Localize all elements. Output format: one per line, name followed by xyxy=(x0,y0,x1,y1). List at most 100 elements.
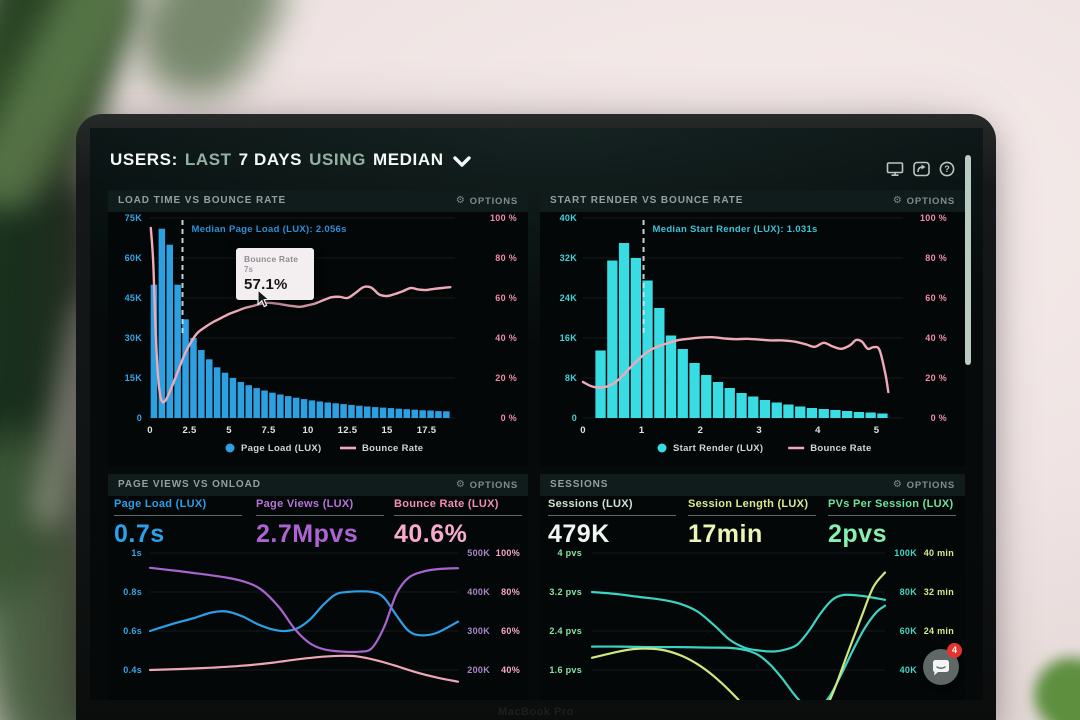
start_render-bar[interactable] xyxy=(783,404,794,419)
start_render-bar[interactable] xyxy=(877,413,888,419)
start_render-bar[interactable] xyxy=(736,393,747,418)
load_time-bar[interactable] xyxy=(324,402,332,419)
start_render-bar[interactable] xyxy=(771,402,782,419)
legend-dot[interactable] xyxy=(225,443,235,453)
load_time-bar[interactable] xyxy=(443,411,450,418)
load_time-bar[interactable] xyxy=(150,284,158,418)
start_render-bar[interactable] xyxy=(665,335,677,419)
title-segment: USING xyxy=(309,150,366,169)
load_time-bar[interactable] xyxy=(316,401,324,419)
start_render-bar[interactable] xyxy=(818,409,829,418)
load_time-bar[interactable] xyxy=(387,408,395,418)
start_render-bar[interactable] xyxy=(724,388,735,418)
load_time-bar[interactable] xyxy=(348,404,355,418)
start_render-bounce-rate-line[interactable] xyxy=(581,335,890,394)
load_time-bar[interactable] xyxy=(198,350,205,418)
start_render-bar[interactable] xyxy=(677,349,688,418)
axis-label: 300K xyxy=(467,626,490,636)
pageviews_onload-series-line[interactable] xyxy=(148,590,460,637)
load_time-bounce-rate-line[interactable] xyxy=(149,226,452,404)
monitor-icon[interactable] xyxy=(886,161,904,177)
share-icon[interactable] xyxy=(913,161,930,177)
pageviews_onload-series-line[interactable] xyxy=(148,654,460,683)
load_time-bar[interactable] xyxy=(308,400,316,418)
pageviews_onload-series-line[interactable] xyxy=(148,566,460,654)
load_time-bar[interactable] xyxy=(253,388,260,418)
load_time-bar[interactable] xyxy=(221,372,229,418)
start_render-bar[interactable] xyxy=(748,396,759,419)
sessions-series-line[interactable] xyxy=(590,571,887,701)
axis-label: 100K xyxy=(894,548,917,558)
load_time-bar[interactable] xyxy=(182,319,189,418)
load_time-bar[interactable] xyxy=(261,390,268,419)
load_time-bar[interactable] xyxy=(158,228,166,418)
load_time-bar[interactable] xyxy=(332,403,339,418)
load_time-bar[interactable] xyxy=(245,385,253,418)
start_render-bar[interactable] xyxy=(795,406,806,419)
load_time-bar[interactable] xyxy=(174,284,181,418)
options-button[interactable]: ⚙ OPTIONS xyxy=(893,196,955,207)
load_time-bar[interactable] xyxy=(435,411,442,418)
start_render-bar[interactable] xyxy=(630,258,641,418)
load_time-bar[interactable] xyxy=(292,397,300,418)
load_time-bar[interactable] xyxy=(213,367,221,418)
axis-label: 200K xyxy=(467,665,490,675)
load_time-bar[interactable] xyxy=(206,359,213,418)
start_render-bar[interactable] xyxy=(689,363,700,418)
load_time-bar[interactable] xyxy=(300,399,308,418)
load_time-bar[interactable] xyxy=(395,408,403,418)
options-button[interactable]: ⚙ OPTIONS xyxy=(456,196,518,207)
legend-dot[interactable] xyxy=(657,443,667,453)
load_time-bar[interactable] xyxy=(411,409,419,418)
start_render-bar[interactable] xyxy=(806,408,818,418)
start_render-bar[interactable] xyxy=(607,260,618,419)
load_time-bar[interactable] xyxy=(364,406,371,419)
start_render-bar[interactable] xyxy=(654,308,665,418)
y-axis-label: 60K xyxy=(125,253,143,263)
load_time-bar[interactable] xyxy=(277,394,284,419)
load_time-bar[interactable] xyxy=(340,404,347,418)
legend-label[interactable]: Bounce Rate xyxy=(810,443,871,454)
legend-label[interactable]: Page Load (LUX) xyxy=(241,443,322,454)
load_time-bar[interactable] xyxy=(237,382,245,418)
load_time-bar[interactable] xyxy=(379,407,387,418)
legend-label[interactable]: Bounce Rate xyxy=(362,443,423,454)
start_render-bar[interactable] xyxy=(865,412,876,419)
load_time-bar[interactable] xyxy=(427,410,434,419)
load_time-bar[interactable] xyxy=(229,378,237,418)
load_time-bar[interactable] xyxy=(166,244,174,418)
metric-value: 2pvs xyxy=(828,520,887,548)
start_render-bar[interactable] xyxy=(853,412,865,418)
sessions-series-line[interactable] xyxy=(590,590,887,653)
options-button[interactable]: ⚙ OPTIONS xyxy=(893,480,955,491)
metric-value: 479K xyxy=(548,520,610,548)
axis-label: 4 pvs xyxy=(557,548,582,558)
load_time-bar[interactable] xyxy=(419,410,426,418)
start_render-bar[interactable] xyxy=(642,280,653,419)
sessions-series-line[interactable] xyxy=(590,604,887,700)
date-range-dropdown[interactable]: USERS: LAST 7 DAYS USING MEDIAN xyxy=(110,150,471,170)
axis-label: 0.4s xyxy=(123,665,142,675)
help-icon[interactable]: ? xyxy=(939,161,955,177)
load_time-bar[interactable] xyxy=(190,338,197,418)
load_time-bar[interactable] xyxy=(356,405,363,418)
options-button[interactable]: ⚙ OPTIONS xyxy=(456,480,518,491)
load_time-bar[interactable] xyxy=(285,396,292,418)
start_render-bar[interactable] xyxy=(830,410,841,418)
load_time-bar[interactable] xyxy=(403,409,411,418)
metric-label: Session Length (LUX) xyxy=(688,498,809,510)
scrollbar-thumb[interactable] xyxy=(965,155,971,365)
start_render-bar[interactable] xyxy=(712,382,724,418)
start_render-bar[interactable] xyxy=(595,350,606,419)
load_time-bar[interactable] xyxy=(269,392,276,418)
options-label: OPTIONS xyxy=(906,479,955,491)
start_render-bar[interactable] xyxy=(701,375,712,418)
start_render-bar[interactable] xyxy=(842,411,853,418)
start_render-bar[interactable] xyxy=(759,400,771,418)
panel-title: LOAD TIME VS BOUNCE RATE xyxy=(118,195,287,206)
y2-axis-label: 20 % xyxy=(925,373,947,383)
load_time-bar[interactable] xyxy=(371,407,379,418)
start_render-bar[interactable] xyxy=(618,243,630,418)
chat-button[interactable]: 4 xyxy=(923,643,962,685)
legend-label[interactable]: Start Render (LUX) xyxy=(673,443,763,454)
